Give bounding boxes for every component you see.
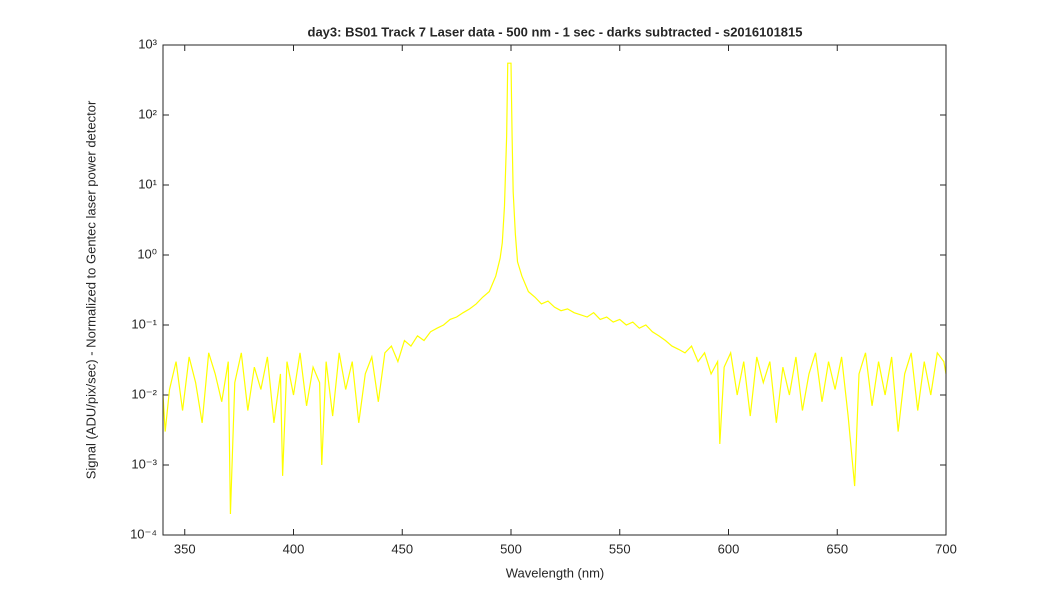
y-tick-label: 10² — [138, 106, 157, 121]
y-tick-label: 10⁻³ — [131, 456, 157, 471]
x-tick-label: 700 — [935, 541, 957, 556]
y-tick-label: 10⁻⁴ — [130, 526, 157, 541]
y-tick-label: 10⁻¹ — [131, 316, 157, 331]
x-tick-label: 600 — [718, 541, 740, 556]
x-tick-label: 350 — [174, 541, 196, 556]
x-tick-label: 450 — [391, 541, 413, 556]
x-tick-label: 550 — [609, 541, 631, 556]
axes-box — [162, 44, 947, 536]
x-tick-label: 500 — [500, 541, 522, 556]
x-tick-label: 400 — [283, 541, 305, 556]
plot-area — [163, 45, 946, 535]
y-tick-label: 10³ — [138, 36, 157, 51]
x-tick-label: 650 — [826, 541, 848, 556]
x-axis-label: Wavelength (nm) — [506, 565, 605, 580]
y-tick-label: 10¹ — [138, 176, 157, 191]
data-line — [162, 62, 947, 514]
chart-title: day3: BS01 Track 7 Laser data - 500 nm -… — [308, 24, 803, 39]
y-axis-label: Signal (ADU/pix/sec) - Normalized to Gen… — [83, 100, 98, 479]
y-tick-label: 10⁻² — [131, 386, 157, 401]
y-tick-label: 10⁰ — [137, 246, 157, 261]
